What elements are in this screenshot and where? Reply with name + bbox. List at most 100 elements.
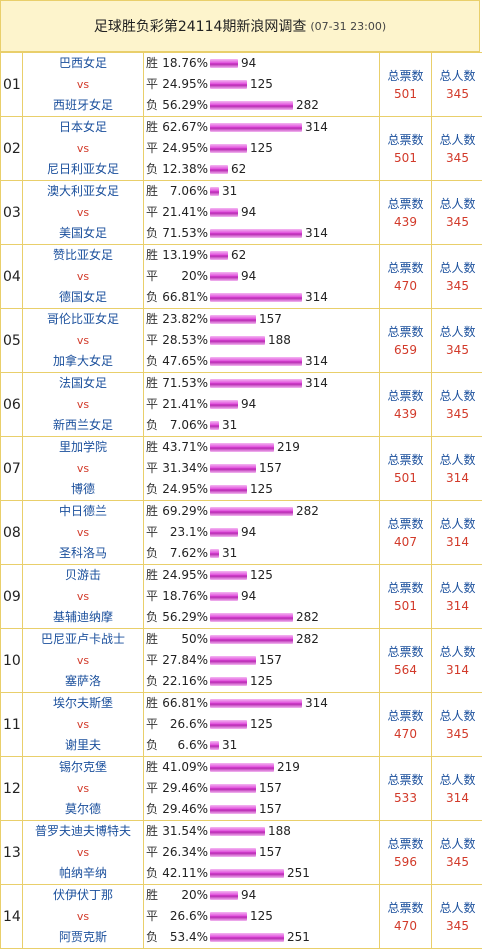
- match-odds: 胜 23.82% 157 平 28.53% 188 负 47.65% 314: [144, 309, 380, 373]
- odds-draw-percent: 26.34%: [160, 842, 208, 863]
- match-teams: 巴尼亚卢卡战士 vs 塞萨洛: [23, 629, 144, 693]
- total-votes-label: 总票数: [380, 67, 431, 85]
- vs-label: vs: [23, 202, 143, 223]
- home-team[interactable]: 日本女足: [23, 117, 143, 138]
- total-votes-label: 总票数: [380, 579, 431, 597]
- total-votes-cell: 总票数 439: [380, 373, 432, 437]
- total-people-value: 345: [432, 853, 482, 871]
- odds-draw-label: 平: [146, 522, 160, 543]
- total-people-value: 314: [432, 789, 482, 807]
- odds-draw-bar: [210, 144, 247, 153]
- odds-draw-label: 平: [146, 650, 160, 671]
- total-votes-label: 总票数: [380, 835, 431, 853]
- odds-win-percent: 31.54%: [160, 821, 208, 842]
- total-votes-value: 501: [380, 469, 431, 487]
- vs-label: vs: [23, 394, 143, 415]
- odds-lose-bar: [210, 357, 302, 366]
- odds-lose-bar: [210, 677, 247, 686]
- odds-draw-bar: [210, 208, 238, 217]
- odds-lose-count: 314: [305, 351, 328, 372]
- total-people-value: 345: [432, 405, 482, 423]
- odds-win-count: 62: [231, 245, 246, 266]
- odds-draw-bar: [210, 656, 256, 665]
- odds-win-percent: 23.82%: [160, 309, 208, 330]
- match-number: 06: [1, 373, 23, 437]
- odds-win-percent: 24.95%: [160, 565, 208, 586]
- home-team[interactable]: 哥伦比亚女足: [23, 309, 143, 330]
- page-title: 足球胜负彩第24114期新浪网调查: [94, 16, 307, 36]
- odds-draw-count: 94: [241, 202, 256, 223]
- match-teams: 中日德兰 vs 圣科洛马: [23, 501, 144, 565]
- total-votes-label: 总票数: [380, 707, 431, 725]
- odds-lose-label: 负: [146, 159, 160, 180]
- odds-draw-row: 平 31.34% 157: [146, 458, 379, 479]
- odds-win-row: 胜 62.67% 314: [146, 117, 379, 138]
- odds-lose-percent: 56.29%: [160, 607, 208, 628]
- total-votes-value: 501: [380, 149, 431, 167]
- home-team[interactable]: 伏伊伏丁那: [23, 885, 143, 906]
- away-team[interactable]: 博德: [23, 479, 143, 500]
- match-odds: 胜 43.71% 219 平 31.34% 157 负 24.95% 125: [144, 437, 380, 501]
- away-team[interactable]: 基辅迪纳摩: [23, 607, 143, 628]
- away-team[interactable]: 谢里夫: [23, 735, 143, 756]
- total-people-label: 总人数: [432, 131, 482, 149]
- odds-win-row: 胜 7.06% 31: [146, 181, 379, 202]
- home-team[interactable]: 法国女足: [23, 373, 143, 394]
- odds-lose-row: 负 6.6% 31: [146, 735, 379, 756]
- home-team[interactable]: 里加学院: [23, 437, 143, 458]
- match-row: 09 贝游击 vs 基辅迪纳摩 胜 24.95% 125 平 18.76% 94…: [1, 565, 482, 629]
- away-team[interactable]: 圣科洛马: [23, 543, 143, 564]
- odds-win-row: 胜 13.19% 62: [146, 245, 379, 266]
- odds-lose-percent: 56.29%: [160, 95, 208, 116]
- home-team[interactable]: 埃尔夫斯堡: [23, 693, 143, 714]
- home-team[interactable]: 巴西女足: [23, 53, 143, 74]
- home-team[interactable]: 赞比亚女足: [23, 245, 143, 266]
- total-people-cell: 总人数 314: [432, 757, 482, 821]
- away-team[interactable]: 美国女足: [23, 223, 143, 244]
- odds-lose-row: 负 71.53% 314: [146, 223, 379, 244]
- home-team[interactable]: 普罗夫迪夫博特夫: [23, 821, 143, 842]
- odds-lose-bar: [210, 421, 219, 430]
- away-team[interactable]: 加拿大女足: [23, 351, 143, 372]
- total-votes-label: 总票数: [380, 131, 431, 149]
- odds-win-count: 31: [222, 181, 237, 202]
- odds-win-bar: [210, 699, 302, 708]
- odds-draw-count: 125: [250, 138, 273, 159]
- odds-win-label: 胜: [146, 117, 160, 138]
- away-team[interactable]: 德国女足: [23, 287, 143, 308]
- total-people-label: 总人数: [432, 387, 482, 405]
- odds-draw-row: 平 26.6% 125: [146, 714, 379, 735]
- odds-draw-label: 平: [146, 586, 160, 607]
- match-teams: 锡尔克堡 vs 莫尔德: [23, 757, 144, 821]
- odds-win-row: 胜 71.53% 314: [146, 373, 379, 394]
- odds-draw-count: 157: [259, 458, 282, 479]
- away-team[interactable]: 尼日利亚女足: [23, 159, 143, 180]
- match-number: 08: [1, 501, 23, 565]
- odds-lose-bar: [210, 805, 256, 814]
- odds-draw-row: 平 21.41% 94: [146, 202, 379, 223]
- odds-win-percent: 13.19%: [160, 245, 208, 266]
- away-team[interactable]: 阿贾克斯: [23, 927, 143, 948]
- away-team[interactable]: 新西兰女足: [23, 415, 143, 436]
- total-people-value: 345: [432, 341, 482, 359]
- odds-lose-percent: 12.38%: [160, 159, 208, 180]
- total-people-label: 总人数: [432, 451, 482, 469]
- match-row: 06 法国女足 vs 新西兰女足 胜 71.53% 314 平 21.41% 9…: [1, 373, 482, 437]
- away-team[interactable]: 西班牙女足: [23, 95, 143, 116]
- odds-win-row: 胜 41.09% 219: [146, 757, 379, 778]
- match-teams: 哥伦比亚女足 vs 加拿大女足: [23, 309, 144, 373]
- odds-win-percent: 43.71%: [160, 437, 208, 458]
- away-team[interactable]: 塞萨洛: [23, 671, 143, 692]
- odds-draw-bar: [210, 272, 238, 281]
- match-odds: 胜 66.81% 314 平 26.6% 125 负 6.6% 31: [144, 693, 380, 757]
- away-team[interactable]: 帕纳辛纳: [23, 863, 143, 884]
- home-team[interactable]: 澳大利亚女足: [23, 181, 143, 202]
- home-team[interactable]: 中日德兰: [23, 501, 143, 522]
- odds-draw-label: 平: [146, 714, 160, 735]
- home-team[interactable]: 锡尔克堡: [23, 757, 143, 778]
- away-team[interactable]: 莫尔德: [23, 799, 143, 820]
- home-team[interactable]: 贝游击: [23, 565, 143, 586]
- total-people-cell: 总人数 345: [432, 373, 482, 437]
- home-team[interactable]: 巴尼亚卢卡战士: [23, 629, 143, 650]
- odds-draw-percent: 21.41%: [160, 394, 208, 415]
